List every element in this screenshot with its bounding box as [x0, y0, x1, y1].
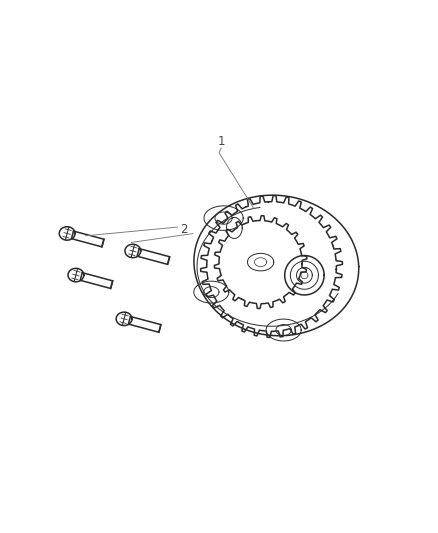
Text: 1: 1 [217, 135, 225, 148]
Text: 2: 2 [180, 223, 188, 236]
